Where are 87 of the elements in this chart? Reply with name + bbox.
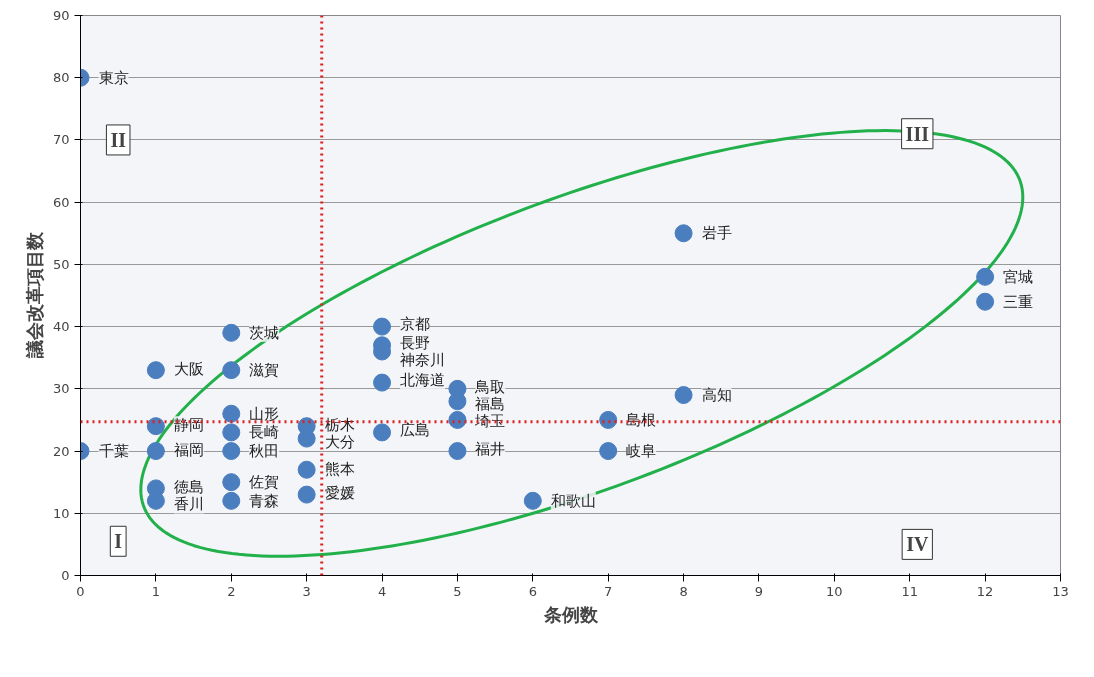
annotation: 岩手 xyxy=(701,224,732,243)
point xyxy=(222,423,241,442)
annotation: I xyxy=(114,530,123,553)
annotation: 京都 xyxy=(400,315,431,334)
annotation: IV xyxy=(906,533,929,556)
point xyxy=(373,423,392,442)
point xyxy=(297,485,316,504)
x-tick-label: 7 xyxy=(604,583,613,599)
y-tick-label: 0 xyxy=(61,568,70,583)
annotation: 広島 xyxy=(400,421,431,440)
annotation: 滋賀 xyxy=(249,361,280,380)
x-tick-label: 6 xyxy=(528,583,537,599)
annotation: 福島 xyxy=(475,394,506,413)
x-tick-label: 2 xyxy=(227,583,236,599)
x-tick-label: 1 xyxy=(151,583,161,599)
annotation: 大阪 xyxy=(173,360,204,379)
annotation: 愛媛 xyxy=(324,484,355,503)
point xyxy=(146,417,165,436)
annotation: 島根 xyxy=(626,410,657,429)
x-tick-label: 3 xyxy=(302,583,311,599)
annotation: 長崎 xyxy=(249,423,280,442)
annotation: 山形 xyxy=(249,404,280,423)
x-tick-label: 5 xyxy=(453,583,462,599)
annotation: 香川 xyxy=(173,495,204,514)
point xyxy=(448,442,467,461)
point xyxy=(146,361,165,380)
annotation: 大分 xyxy=(324,433,355,452)
y-tick-label: 40 xyxy=(52,319,70,335)
point xyxy=(976,267,995,286)
point xyxy=(373,373,392,392)
y-tick-label: 10 xyxy=(52,505,70,521)
y-tick-label: 50 xyxy=(52,256,70,272)
y-tick-label: 60 xyxy=(52,194,70,210)
annotation: 佐賀 xyxy=(249,473,280,492)
annotation: III xyxy=(905,122,930,145)
point xyxy=(297,460,316,479)
point xyxy=(373,317,392,336)
y-tick-label: 80 xyxy=(52,70,70,86)
annotation: 青森 xyxy=(249,491,280,510)
annotation: 東京 xyxy=(98,68,129,87)
annotation: II xyxy=(110,128,127,151)
x-tick-label: 9 xyxy=(754,583,764,599)
annotation: 栃木 xyxy=(324,416,355,435)
annotation: 徳島 xyxy=(173,478,204,497)
annotation: 和歌山 xyxy=(550,491,596,510)
annotation: 岐阜 xyxy=(626,442,657,461)
annotation: 高知 xyxy=(701,386,732,405)
x-tick-label: 11 xyxy=(901,583,919,599)
annotation: 神奈川 xyxy=(400,351,446,370)
point xyxy=(448,410,467,429)
annotation: 宮城 xyxy=(1003,267,1034,286)
y-tick-label: 30 xyxy=(52,381,70,397)
point xyxy=(674,224,693,243)
y-axis-title: 議会改革項目数 xyxy=(23,231,45,360)
y-tick-label: 70 xyxy=(52,132,70,148)
point xyxy=(146,442,165,461)
annotation: 長野 xyxy=(400,334,431,353)
point xyxy=(222,361,241,380)
annotation: 福岡 xyxy=(173,441,204,460)
x-tick-label: 10 xyxy=(826,583,843,599)
x-tick-label: 0 xyxy=(76,583,85,599)
x-tick-label: 13 xyxy=(1052,583,1069,599)
annotation: 茨城 xyxy=(249,323,280,342)
x-axis-title: 条例数 xyxy=(542,603,599,625)
annotation: 鳥取 xyxy=(474,377,506,396)
point xyxy=(222,473,241,492)
point xyxy=(599,410,618,429)
annotation: 北海道 xyxy=(400,371,446,390)
annotation: 熊本 xyxy=(324,459,355,478)
point xyxy=(523,491,542,510)
point xyxy=(674,386,693,405)
point xyxy=(599,442,618,461)
x-tick-label: 4 xyxy=(377,583,387,599)
point xyxy=(222,404,241,423)
annotation: 秋田 xyxy=(249,442,280,461)
annotation: 三重 xyxy=(1003,292,1034,311)
x-tick-label: 8 xyxy=(679,583,688,599)
point xyxy=(222,323,241,342)
annotation: 千葉 xyxy=(98,442,129,461)
annotation: 福井 xyxy=(475,440,506,459)
y-tick-label: 90 xyxy=(52,8,70,23)
point xyxy=(222,442,241,461)
y-tick-label: 20 xyxy=(52,443,70,459)
point xyxy=(222,491,241,510)
x-tick-label: 12 xyxy=(976,583,994,599)
point xyxy=(976,292,995,311)
annotation: 埼玉 xyxy=(474,411,506,430)
